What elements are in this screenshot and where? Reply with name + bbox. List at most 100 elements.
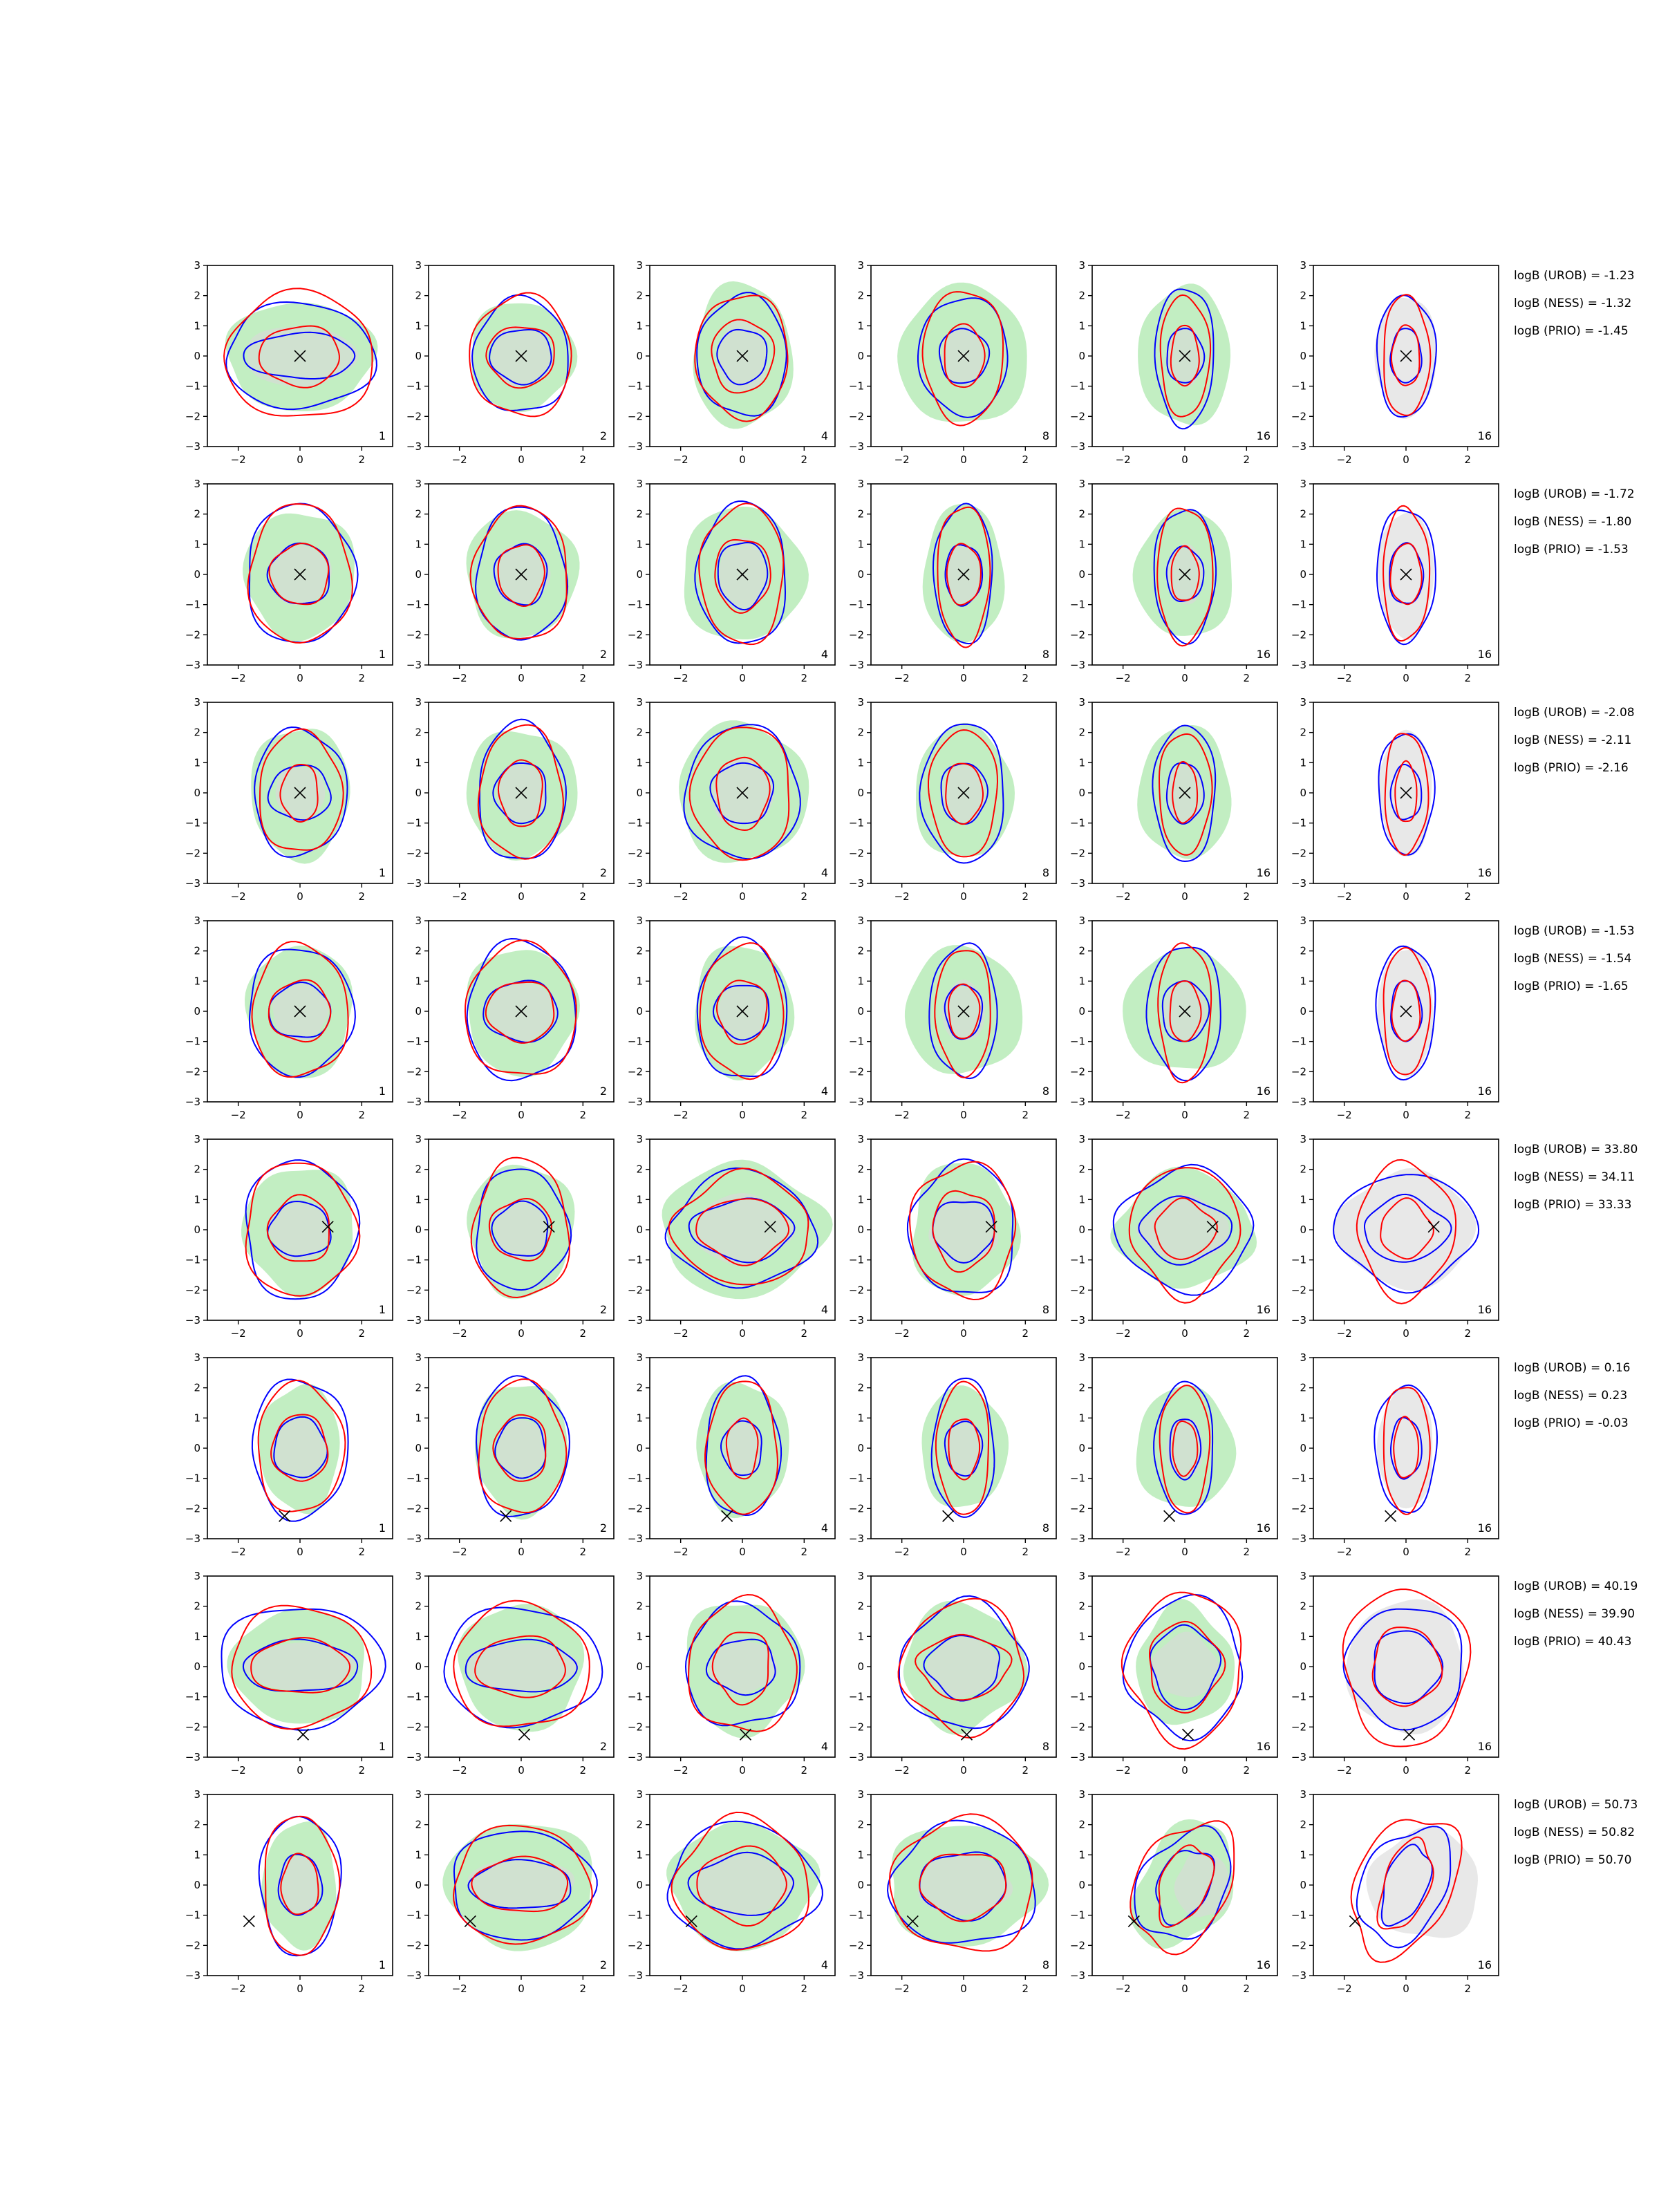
- y-tick-label: 1: [1300, 1193, 1306, 1206]
- panel-number-label: 16: [1257, 1085, 1271, 1098]
- y-tick-label: 3: [1078, 696, 1085, 709]
- red-outer-contour: [247, 503, 353, 644]
- logb-annotation: logB (NESS) = 0.23: [1514, 1389, 1627, 1403]
- x-tick-label: −2: [452, 1546, 467, 1558]
- true-value-marker: [294, 568, 306, 581]
- red-inner-contour: [1154, 1197, 1218, 1260]
- red-inner-contour: [1170, 324, 1200, 387]
- red-outer-contour: [921, 291, 1004, 427]
- y-tick-label: 1: [1300, 319, 1306, 332]
- red-inner-contour: [715, 756, 771, 832]
- red-inner-contour: [492, 1414, 547, 1482]
- panel-r4-c2: −3 −2 −1 0 1 2 3 −2 0 2 2: [406, 915, 615, 1121]
- x-tick-label: −2: [673, 1764, 688, 1777]
- x-tick-label: −2: [673, 453, 688, 466]
- y-tick-label: 2: [1078, 290, 1085, 302]
- x-tick-label: −2: [1116, 1327, 1131, 1340]
- y-tick-label: −3: [1070, 1314, 1085, 1327]
- y-tick-label: 2: [194, 290, 200, 302]
- grey-density-region: [1136, 1194, 1229, 1262]
- red-inner-contour: [250, 1637, 351, 1694]
- y-tick-label: 0: [194, 1224, 200, 1236]
- x-tick-label: 2: [801, 672, 808, 684]
- y-tick-label: 3: [194, 696, 200, 709]
- red-outer-contour: [464, 939, 577, 1075]
- y-tick-label: 0: [636, 1224, 643, 1236]
- y-tick-label: −1: [1070, 1691, 1085, 1703]
- red-outer-contour: [688, 727, 790, 861]
- y-tick-label: 1: [636, 1193, 643, 1206]
- panel-r7-c5: −3 −2 −1 0 1 2 3 −2 0 2 16: [1070, 1570, 1278, 1777]
- y-tick-label: 3: [1300, 1570, 1306, 1582]
- y-tick-label: −3: [849, 659, 864, 671]
- y-tick-label: 1: [415, 756, 422, 769]
- x-tick-label: −2: [452, 1983, 467, 1995]
- y-tick-label: −2: [1291, 410, 1306, 422]
- y-tick-label: 3: [1300, 1133, 1306, 1145]
- y-tick-label: 2: [1300, 727, 1306, 739]
- x-tick-label: 0: [1181, 1764, 1188, 1777]
- y-tick-label: 2: [1078, 1163, 1085, 1176]
- y-tick-label: 0: [636, 1442, 643, 1454]
- logb-annotation: logB (UROB) = -1.23: [1514, 269, 1635, 283]
- true-value-marker: [1179, 787, 1191, 799]
- y-tick-label: 3: [1300, 1788, 1306, 1801]
- panel-number-label: 8: [1042, 429, 1049, 442]
- y-tick-label: −1: [1070, 1909, 1085, 1922]
- red-outer-contour: [908, 1161, 1017, 1301]
- red-inner-contour: [280, 1853, 319, 1915]
- y-tick-label: −3: [1070, 440, 1085, 453]
- x-tick-label: 0: [518, 453, 525, 466]
- y-tick-label: 3: [1300, 696, 1306, 709]
- red-inner-contour: [1393, 1416, 1420, 1479]
- true-value-marker: [1400, 787, 1412, 799]
- panel-number-label: 2: [600, 1085, 607, 1098]
- blue-outer-contour: [1333, 1174, 1480, 1294]
- y-tick-label: 3: [194, 915, 200, 927]
- y-tick-label: 3: [857, 1570, 864, 1582]
- x-tick-label: 0: [297, 453, 303, 466]
- panel-number-label: 1: [379, 866, 386, 879]
- x-tick-label: 2: [359, 1109, 366, 1121]
- y-tick-label: 0: [1300, 568, 1306, 581]
- y-tick-label: −1: [628, 1035, 643, 1048]
- panel-number-label: 16: [1257, 1958, 1271, 1971]
- red-inner-contour: [946, 543, 982, 606]
- x-tick-label: 2: [1465, 453, 1472, 466]
- y-tick-label: −1: [1291, 1691, 1306, 1703]
- y-tick-label: −3: [1070, 1096, 1085, 1108]
- y-tick-label: 2: [857, 1382, 864, 1394]
- y-tick-label: −1: [185, 599, 200, 611]
- x-tick-label: 0: [1181, 1109, 1188, 1121]
- y-tick-label: −2: [185, 1939, 200, 1951]
- x-tick-label: 2: [801, 1983, 808, 1995]
- x-tick-label: 2: [359, 1327, 366, 1340]
- logb-annotation: logB (UROB) = 50.73: [1514, 1798, 1638, 1812]
- y-tick-label: −2: [628, 1284, 643, 1296]
- y-tick-label: −1: [406, 380, 422, 393]
- red-inner-contour: [266, 1194, 330, 1262]
- y-tick-label: 2: [1300, 1382, 1306, 1394]
- y-tick-label: 3: [857, 1351, 864, 1364]
- panel-number-label: 16: [1478, 1303, 1492, 1316]
- y-tick-label: −3: [628, 1314, 643, 1327]
- y-tick-label: −2: [628, 847, 643, 859]
- red-inner-contour: [1169, 980, 1202, 1042]
- blue-outer-contour: [471, 294, 569, 411]
- blue-inner-contour: [705, 1638, 776, 1696]
- y-tick-label: 2: [1300, 1163, 1306, 1176]
- y-tick-label: 2: [1300, 290, 1306, 302]
- y-tick-label: 2: [194, 508, 200, 521]
- y-tick-label: 1: [415, 1848, 422, 1861]
- true-value-marker: [960, 1728, 973, 1741]
- true-value-marker: [515, 1005, 527, 1018]
- true-value-marker: [957, 568, 970, 581]
- y-tick-label: 2: [636, 1163, 643, 1176]
- red-inner-contour: [270, 1414, 329, 1482]
- y-tick-label: −1: [406, 817, 422, 830]
- panel-r2-c1: −3 −2 −1 0 1 2 3 −2 0 2 1: [185, 478, 393, 684]
- panel-number-label: 1: [379, 1740, 386, 1753]
